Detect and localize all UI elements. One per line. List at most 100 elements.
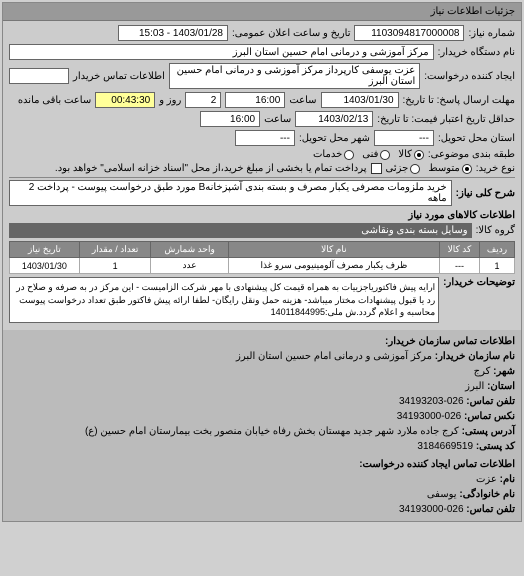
radio-masrafi[interactable]: خدمات <box>313 149 354 160</box>
days-field: 2 <box>185 92 221 108</box>
radio-medium-label: متوسط <box>428 163 459 174</box>
buyer-name-field: مرکز آموزشی و درمانی امام حسین استان الب… <box>9 44 434 60</box>
delivery-city-field: --- <box>235 130 295 146</box>
contact-buyer-title: اطلاعات تماس سازمان خریدار: <box>9 334 515 349</box>
row-creator: ایجاد کننده درخواست: عزت یوسفی کارپرداز … <box>9 63 515 89</box>
org-name: مرکز آموزشی و درمانی امام حسین استان الب… <box>236 351 432 362</box>
goods-table-head: ردیفکد کالانام کالاواحد شمارشتعداد / مقد… <box>10 242 515 258</box>
remaining-label: ساعت باقی مانده <box>18 95 91 106</box>
radio-masrafi-circle <box>344 150 354 160</box>
row-delivery: استان محل تحویل: --- شهر محل تحویل: --- <box>9 130 515 146</box>
pub-datetime-field: 1403/01/28 - 15:03 <box>118 25 228 41</box>
row-need-desc: شرح کلی نیاز: خرید ملزومات مصرفی یکبار م… <box>9 180 515 206</box>
radio-minor[interactable]: جزئی <box>386 163 421 174</box>
time-label-1: ساعت <box>289 95 316 106</box>
table-header-cell: واحد شمارش <box>151 242 228 258</box>
table-header-cell: تاریخ نیاز <box>10 242 80 258</box>
table-header-cell: تعداد / مقدار <box>79 242 151 258</box>
table-header-cell: نام کالا <box>228 242 439 258</box>
row-goods-group: گروه کالا: وسایل بسته بندی ونقاشی <box>9 223 515 238</box>
row-req-number: شماره نیاز: 1103094817000008 تاریخ و ساع… <box>9 25 515 41</box>
panel-header: جزئیات اطلاعات نیاز <box>3 3 521 21</box>
row-buyer: نام دستگاه خریدار: مرکز آموزشی و درمانی … <box>9 44 515 60</box>
table-cell: ظرف یکبار مصرف آلومینیومی سرو غذا <box>228 258 439 274</box>
goods-info-title: اطلاعات کالاهای مورد نیاز <box>9 210 515 221</box>
row-validity: حداقل تاریخ اعتبار فیمت: تا تاریخ: 1403/… <box>9 111 515 127</box>
city: کرج <box>474 366 491 377</box>
creator-contact-title: اطلاعات تماس ایجاد کننده درخواست: <box>9 457 515 472</box>
goods-table-header-row: ردیفکد کالانام کالاواحد شمارشتعداد / مقد… <box>10 242 515 258</box>
province-label: استان: <box>487 381 515 392</box>
table-cell: 1 <box>79 258 151 274</box>
c-phone: 026-34193000 <box>399 504 464 515</box>
table-cell: 1 <box>479 258 514 274</box>
radio-kala-circle <box>414 150 424 160</box>
delivery-addr-field: --- <box>374 130 434 146</box>
table-cell: --- <box>440 258 480 274</box>
row-purchase-type: نوع خرید: متوسط جزئی پرداخت تمام یا بخشی… <box>9 163 515 174</box>
contact-info-field <box>9 68 69 84</box>
goods-group-label: گروه کالا: <box>476 225 515 236</box>
table-row: 1---ظرف یکبار مصرف آلومینیومی سرو غذاعدد… <box>10 258 515 274</box>
postcode-label: کد پستی: <box>476 441 515 452</box>
table-header-cell: ردیف <box>479 242 514 258</box>
goods-group-bar: وسایل بسته بندی ونقاشی <box>9 223 472 238</box>
org-name-label: نام سازمان خریدار: <box>435 351 515 362</box>
divider-1 <box>9 177 515 178</box>
need-desc-field: خرید ملزومات مصرفی یکبار مصرف و بسته بند… <box>9 180 452 206</box>
validity-label: حداقل تاریخ اعتبار فیمت: تا تاریخ: <box>377 114 515 125</box>
fax: 026-34193000 <box>397 411 462 422</box>
req-number-label: شماره نیاز: <box>468 28 515 39</box>
budget-type-label: طبقه بندی موضوعی: <box>428 149 515 160</box>
c-family: یوسفی <box>427 489 457 500</box>
c-family-label: نام خانوادگی: <box>459 489 515 500</box>
buyer-notes-label: توضیحات خریدار: <box>443 277 515 288</box>
purchase-type-label: نوع خرید: <box>476 163 515 174</box>
delivery-city-label: شهر محل تحویل: <box>299 133 370 144</box>
table-header-cell: کد کالا <box>440 242 480 258</box>
days-label: روز و <box>159 95 181 106</box>
remaining-time-field: 00:43:30 <box>95 92 155 108</box>
delivery-addr-label: استان محل تحویل: <box>438 133 515 144</box>
province-row: استان: البرز <box>9 379 515 394</box>
postcode: 3184669519 <box>417 441 473 452</box>
radio-kala[interactable]: کالا <box>398 149 424 160</box>
main-panel: جزئیات اطلاعات نیاز شماره نیاز: 11030948… <box>2 2 522 522</box>
postal: کرج جاده ملارد شهر جدید مهستان بخش رفاه … <box>85 426 459 437</box>
city-row: شهر: کرج <box>9 364 515 379</box>
pub-datetime-label: تاریخ و ساعت اعلان عمومی: <box>232 28 351 39</box>
time-label-2: ساعت <box>264 114 291 125</box>
row-budget-type: طبقه بندی موضوعی: کالا فنی خدمات <box>9 149 515 160</box>
req-number-field: 1103094817000008 <box>354 25 464 41</box>
creator-label: ایجاد کننده درخواست: <box>424 71 515 82</box>
need-desc-label: شرح کلی نیاز: <box>456 188 515 199</box>
buyer-name-label: نام دستگاه خریدار: <box>438 47 515 58</box>
payment-note: پرداخت تمام یا بخشی از مبلغ خرید،از محل … <box>55 163 367 174</box>
postcode-row: کد پستی: 3184669519 <box>9 439 515 454</box>
purchase-radio-group: متوسط جزئی <box>386 163 472 174</box>
radio-kala-label: کالا <box>398 149 412 160</box>
c-phone-label: تلفن تماس: <box>466 504 515 515</box>
buyer-notes-box: ارایه پیش فاکتوریاجزییات به همراه قیمت ک… <box>9 277 439 323</box>
fax-row: نکس تماس: 026-34193000 <box>9 409 515 424</box>
province: البرز <box>465 381 484 392</box>
table-cell: عدد <box>151 258 228 274</box>
c-phone-row: تلفن تماس: 026-34193000 <box>9 502 515 517</box>
validity-date-field: 1403/02/13 <box>295 111 373 127</box>
city-label: شهر: <box>493 366 515 377</box>
radio-fani[interactable]: فنی <box>362 149 390 160</box>
deadline-date-field: 1403/01/30 <box>321 92 399 108</box>
budget-radio-group: کالا فنی خدمات <box>313 149 424 160</box>
validity-time-field: 16:00 <box>200 111 260 127</box>
phone-row: تلفن تماس: 026-34193203 <box>9 394 515 409</box>
postal-row: آدرس پستی: کرج جاده ملارد شهر جدید مهستا… <box>9 424 515 439</box>
c-name-row: نام: عزت <box>9 472 515 487</box>
radio-fani-label: فنی <box>362 149 378 160</box>
payment-checkbox[interactable] <box>371 163 382 174</box>
radio-fani-circle <box>380 150 390 160</box>
row-deadline: مهلت ارسال پاسخ: تا تاریخ: 1403/01/30 سا… <box>9 92 515 108</box>
radio-medium[interactable]: متوسط <box>428 163 471 174</box>
radio-minor-circle <box>410 164 420 174</box>
table-cell: 1403/01/30 <box>10 258 80 274</box>
org-row: نام سازمان خریدار: مرکز آموزشی و درمانی … <box>9 349 515 364</box>
